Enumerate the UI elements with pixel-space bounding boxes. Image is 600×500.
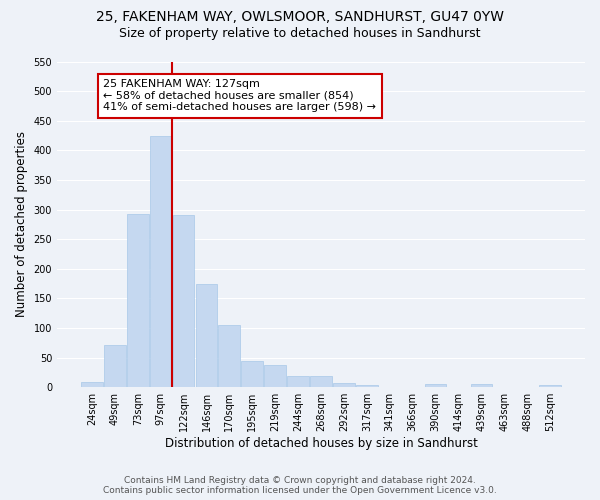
Bar [127,214,149,387]
Bar [173,215,194,387]
Bar [150,136,172,387]
Bar [356,385,378,387]
Bar [104,344,126,387]
Text: Contains HM Land Registry data © Crown copyright and database right 2024.
Contai: Contains HM Land Registry data © Crown c… [103,476,497,495]
Bar [265,364,286,387]
Bar [333,383,355,387]
X-axis label: Distribution of detached houses by size in Sandhurst: Distribution of detached houses by size … [164,437,478,450]
Text: 25 FAKENHAM WAY: 127sqm
← 58% of detached houses are smaller (854)
41% of semi-d: 25 FAKENHAM WAY: 127sqm ← 58% of detache… [103,80,376,112]
Text: Size of property relative to detached houses in Sandhurst: Size of property relative to detached ho… [119,28,481,40]
Bar [310,376,332,387]
Bar [287,376,309,387]
Bar [470,384,492,387]
Bar [196,284,217,387]
Bar [425,384,446,387]
Bar [81,382,103,387]
Bar [218,325,240,387]
Y-axis label: Number of detached properties: Number of detached properties [15,132,28,318]
Bar [241,361,263,387]
Bar [539,386,561,387]
Text: 25, FAKENHAM WAY, OWLSMOOR, SANDHURST, GU47 0YW: 25, FAKENHAM WAY, OWLSMOOR, SANDHURST, G… [96,10,504,24]
